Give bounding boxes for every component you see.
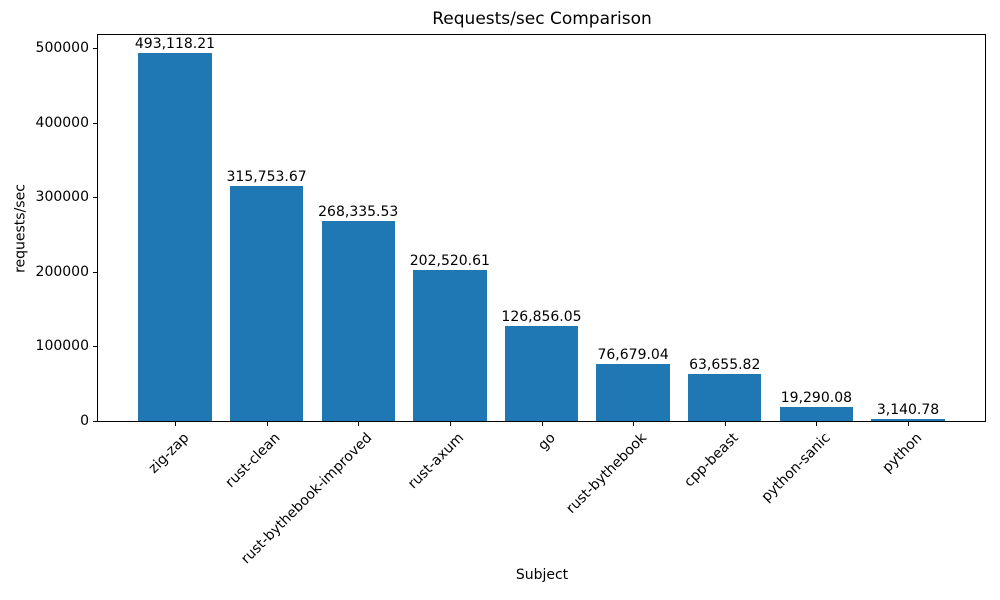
x-tick-label: rust-axum (405, 430, 468, 493)
bar-value-label: 63,655.82 (689, 356, 761, 373)
bar-python (871, 418, 945, 421)
bar-rust-clean (229, 185, 304, 421)
bar-value-label: 315,753.67 (226, 168, 307, 185)
x-tick (449, 422, 451, 426)
bar-cpp-beast (688, 373, 762, 421)
y-tick-label: 300000 (35, 189, 89, 206)
bar-value-label: 268,335.53 (318, 203, 399, 220)
bar-python-sanic (779, 406, 854, 421)
bar-zig-zap (138, 53, 212, 421)
x-tick (724, 422, 726, 426)
bar-go (504, 326, 579, 421)
plot-area (97, 34, 986, 422)
x-tick-label: python (879, 430, 926, 476)
x-tick-label: python-sanic (758, 430, 834, 506)
chart-title: Requests/sec Comparison (432, 9, 652, 29)
x-axis-label: Subject (515, 567, 569, 583)
x-tick-label: cpp-beast (681, 430, 743, 491)
y-tick (93, 122, 97, 124)
bar-value-label: 76,679.04 (597, 346, 669, 363)
x-tick (633, 422, 635, 426)
y-tick (93, 197, 97, 199)
x-tick-label: zig-zap (145, 430, 193, 477)
bar-value-label: 3,140.78 (876, 401, 940, 418)
bar-rust-axum (413, 270, 487, 421)
y-tick-label: 100000 (35, 338, 89, 355)
y-tick (93, 421, 97, 422)
bar-rust-bythebook (596, 363, 670, 421)
y-axis-label: requests/sec (12, 184, 29, 273)
y-tick (93, 271, 97, 273)
x-tick (816, 422, 818, 426)
bar-value-label: 19,290.08 (780, 389, 853, 406)
bar-value-label: 202,520.61 (409, 253, 490, 270)
y-tick-label: 400000 (35, 114, 89, 131)
bar-value-label: 493,118.21 (134, 36, 216, 53)
y-tick (93, 346, 97, 348)
y-tick-label: 200000 (35, 263, 89, 280)
x-tick-label: go (535, 430, 559, 454)
x-tick (266, 422, 268, 426)
x-tick-label: rust-clean (223, 430, 284, 491)
y-tick-label: 500000 (35, 40, 89, 57)
x-tick (541, 422, 543, 426)
y-tick-label: 0 (80, 413, 89, 429)
bar-value-label: 126,856.05 (501, 309, 582, 326)
y-tick (93, 48, 97, 50)
x-tick (908, 422, 910, 426)
x-tick-label: rust-bythebook (563, 430, 651, 517)
x-tick (174, 422, 176, 426)
x-tick (358, 422, 360, 426)
bar-rust-bythebook-improved (321, 220, 395, 421)
